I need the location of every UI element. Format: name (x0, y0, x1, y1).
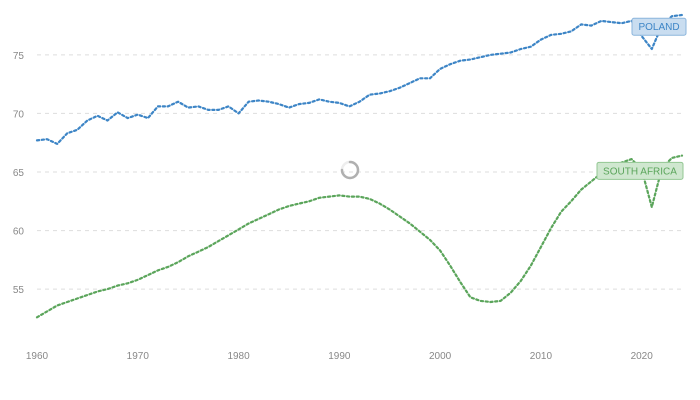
x-tick-label: 1970 (127, 351, 150, 362)
y-tick-label: 70 (13, 109, 25, 120)
y-tick-label: 65 (13, 168, 25, 179)
series-label-text: POLAND (638, 22, 679, 33)
x-axis: 1960 1970 1980 1990 2000 2010 2020 (26, 351, 653, 362)
y-tick-label: 55 (13, 285, 25, 296)
y-tick-label: 60 (13, 227, 25, 238)
series-label-south-africa: SOUTH AFRICA (596, 161, 684, 180)
series-line-poland (35, 13, 684, 145)
y-tick-label: 75 (13, 51, 25, 62)
series-labels: POLAND SOUTH AFRICA (596, 17, 687, 180)
series-line-south-africa (35, 154, 684, 319)
series-layer (35, 13, 684, 319)
x-tick-label: 2020 (631, 351, 654, 362)
grid-lines (37, 54, 682, 290)
y-axis: 55 60 65 70 75 (13, 51, 25, 296)
x-tick-label: 1990 (328, 351, 351, 362)
x-tick-label: 1960 (26, 351, 49, 362)
x-tick-label: 2000 (429, 351, 452, 362)
series-label-text: SOUTH AFRICA (603, 166, 677, 177)
loading-spinner-icon (340, 160, 360, 180)
series-label-box (596, 161, 684, 180)
x-tick-label: 1980 (227, 351, 250, 362)
series-label-poland: POLAND (631, 17, 687, 36)
x-tick-label: 2010 (530, 351, 553, 362)
series-label-box (631, 17, 687, 36)
